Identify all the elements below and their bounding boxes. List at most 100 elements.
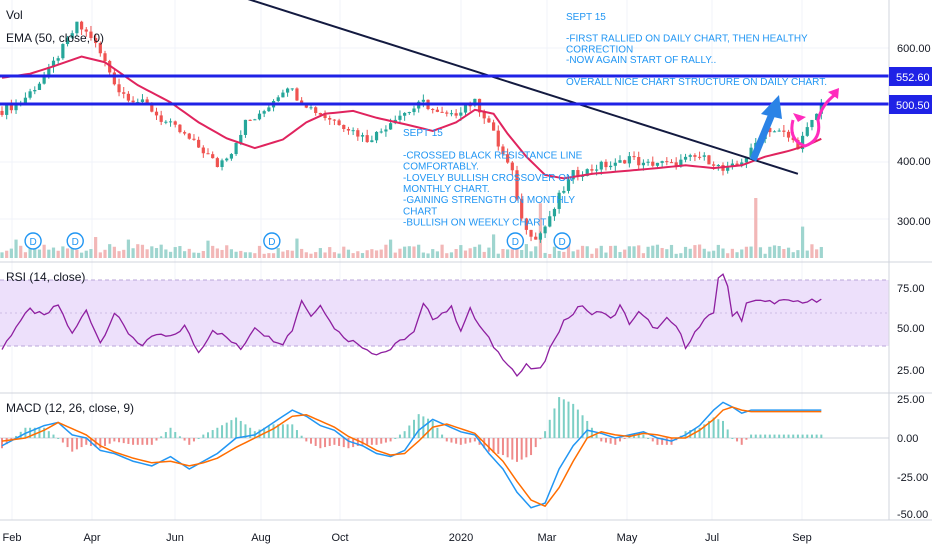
macd-hist-bar bbox=[61, 438, 64, 443]
volume-bar bbox=[632, 246, 636, 258]
macd-hist-bar bbox=[539, 438, 542, 440]
macd-hist-bar bbox=[572, 403, 575, 438]
macd-hist-bar bbox=[473, 438, 476, 442]
macd-hist-bar bbox=[66, 438, 69, 448]
macd-hist-bar bbox=[192, 438, 195, 442]
candle-body bbox=[51, 60, 56, 68]
volume-bar bbox=[356, 251, 360, 258]
candle-body bbox=[94, 37, 98, 44]
volume-bar bbox=[145, 249, 149, 258]
candle-body bbox=[566, 179, 571, 191]
volume-bar bbox=[384, 244, 388, 258]
candle-body bbox=[468, 105, 472, 107]
volume-bar bbox=[398, 248, 402, 258]
candle-body bbox=[810, 119, 814, 128]
macd-hist-bar bbox=[202, 434, 205, 438]
volume-bar bbox=[276, 248, 280, 258]
volume-bar bbox=[609, 245, 613, 258]
macd-hist-bar bbox=[745, 438, 748, 440]
macd-hist-bar bbox=[647, 438, 650, 439]
volume-bar bbox=[749, 246, 753, 258]
price-tick: 300.00 bbox=[897, 216, 931, 228]
candle-body bbox=[98, 43, 102, 54]
macd-hist-bar bbox=[726, 429, 729, 438]
volume-bar bbox=[201, 250, 205, 258]
volume-bar bbox=[108, 244, 112, 258]
candle-body bbox=[683, 156, 688, 160]
candle-body bbox=[122, 92, 126, 94]
macd-hist-bar bbox=[118, 438, 121, 443]
candle-body bbox=[613, 162, 617, 166]
candle-body bbox=[688, 155, 692, 157]
time-tick: Oct bbox=[331, 532, 348, 544]
candle-body bbox=[805, 127, 809, 136]
candle-body bbox=[477, 98, 482, 113]
candle-body bbox=[815, 113, 819, 120]
annotation-line: -GAINING STRENGTH ON MONTHLY bbox=[403, 195, 575, 206]
macd-hist-bar bbox=[637, 434, 640, 438]
macd-hist-bar bbox=[806, 434, 809, 438]
macd-hist-bar bbox=[661, 438, 664, 445]
volume-bar bbox=[140, 244, 145, 258]
candle-body bbox=[571, 170, 575, 180]
volume-bar bbox=[791, 252, 795, 258]
macd-hist-bar bbox=[801, 434, 804, 438]
candle-body bbox=[150, 103, 154, 112]
price-tag-500: 500.50 bbox=[889, 95, 932, 114]
time-axis[interactable]: Feb Apr Jun Aug Oct 2020 Mar May Jul Sep bbox=[3, 532, 812, 544]
candle-body bbox=[234, 143, 238, 155]
volume-bar bbox=[314, 252, 318, 258]
volume-bar bbox=[543, 252, 547, 258]
macd-hist-bar bbox=[249, 427, 252, 438]
macd-hist-bar bbox=[178, 436, 181, 438]
volume-bar bbox=[239, 250, 243, 258]
volume-bar bbox=[23, 252, 28, 258]
candle-body bbox=[702, 155, 706, 157]
annotation-monthly: SEPT 15 -CROSSED BLACK RESISTANCE LINECOM… bbox=[403, 128, 583, 229]
volume-bar bbox=[14, 239, 18, 258]
candle-body bbox=[225, 158, 229, 161]
up-arrow bbox=[749, 95, 782, 162]
macd-hist-bar bbox=[553, 408, 556, 438]
candle-body bbox=[131, 100, 135, 103]
volume-bar bbox=[562, 251, 566, 258]
candle-body bbox=[431, 109, 435, 111]
macd-hist-bar bbox=[609, 438, 612, 444]
macd-hist-bar bbox=[132, 438, 135, 445]
candle-body bbox=[89, 31, 93, 38]
volume-bar bbox=[42, 244, 46, 258]
macd-hist-bar bbox=[445, 438, 448, 442]
macd-hist-bar bbox=[586, 420, 589, 438]
macd-hist-bar bbox=[305, 438, 308, 442]
candle-body bbox=[421, 99, 425, 102]
volume-bar bbox=[126, 239, 131, 258]
rsi-tick: 25.00 bbox=[897, 365, 925, 377]
volume-bar bbox=[365, 250, 369, 258]
volume-bar bbox=[604, 252, 608, 258]
candle-body bbox=[201, 147, 205, 154]
macd-line bbox=[1, 401, 822, 509]
macd-hist-bar bbox=[689, 430, 692, 438]
candle-body bbox=[496, 130, 500, 147]
volume-bar bbox=[61, 246, 65, 258]
macd-hist-bar bbox=[244, 424, 247, 438]
macd-hist-bar bbox=[403, 431, 406, 438]
candle-body bbox=[300, 100, 304, 104]
candle-body bbox=[712, 164, 716, 166]
annotation-line: SEPT 15 bbox=[566, 12, 606, 23]
candle-body bbox=[79, 21, 84, 30]
candle-body bbox=[75, 21, 79, 34]
candle-body bbox=[332, 119, 337, 121]
dividend-marker bbox=[66, 232, 84, 250]
macd-hist-bar bbox=[338, 438, 341, 446]
candle-body bbox=[665, 161, 669, 163]
macd-hist-bar bbox=[595, 434, 598, 438]
macd-hist-bar bbox=[703, 424, 706, 438]
volume-bar bbox=[599, 245, 603, 258]
volume-bar bbox=[435, 251, 440, 258]
volume-bar bbox=[318, 248, 322, 258]
resistance-trend-line[interactable] bbox=[222, 0, 799, 175]
volume-bar bbox=[524, 244, 528, 258]
